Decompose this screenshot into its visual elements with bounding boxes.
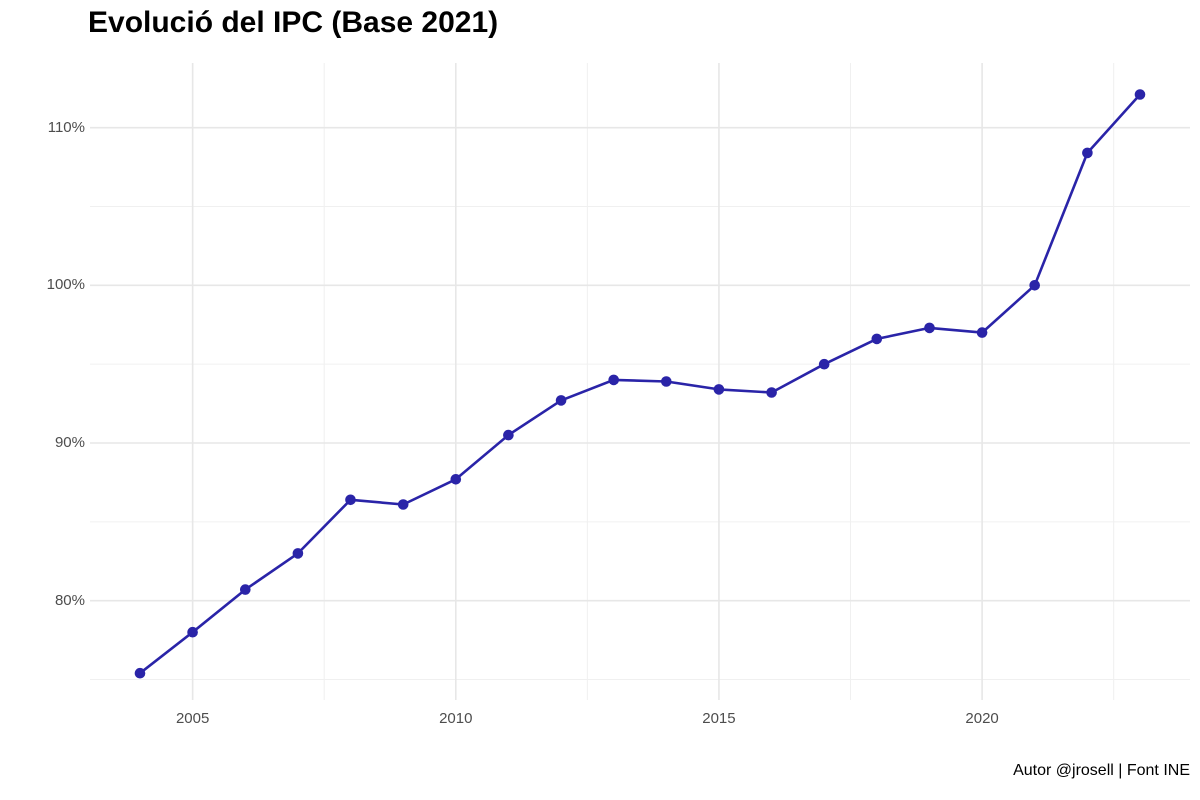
x-tick-label-2020: 2020 bbox=[965, 710, 999, 727]
data-point-2004 bbox=[134, 667, 146, 679]
data-point-2021 bbox=[1029, 280, 1040, 291]
data-point-2015 bbox=[713, 384, 725, 395]
x-tick-label-2015: 2015 bbox=[702, 710, 736, 727]
chart-caption: Autor @jrosell | Font INE bbox=[1013, 762, 1190, 779]
y-tick-label-90: 90% bbox=[54, 433, 85, 451]
data-point-2014 bbox=[661, 376, 672, 387]
data-point-2007 bbox=[292, 548, 304, 559]
data-point-2022 bbox=[1082, 147, 1093, 159]
data-point-2023 bbox=[1134, 89, 1146, 100]
y-tick-label-100: 100% bbox=[46, 276, 85, 294]
y-tick-label-110: 110% bbox=[47, 118, 85, 136]
data-point-2019 bbox=[924, 322, 935, 334]
x-tick-label-2005: 2005 bbox=[175, 710, 210, 727]
y-tick-label-80: 80% bbox=[54, 591, 85, 609]
data-point-2008 bbox=[345, 494, 356, 506]
data-point-2017 bbox=[818, 358, 830, 370]
data-point-2013 bbox=[608, 374, 619, 386]
data-point-2009 bbox=[397, 499, 409, 510]
data-point-2020 bbox=[976, 327, 988, 338]
data-point-2006 bbox=[240, 584, 251, 595]
x-tick-label-2010: 2010 bbox=[439, 710, 473, 727]
data-point-2010 bbox=[450, 474, 462, 485]
data-point-2005 bbox=[187, 626, 198, 638]
data-point-2012 bbox=[555, 395, 567, 406]
data-point-2018 bbox=[871, 333, 883, 345]
chart-title: Evolució del IPC (Base 2021) bbox=[88, 6, 499, 39]
data-point-2016 bbox=[766, 387, 777, 398]
data-point-2011 bbox=[503, 429, 514, 441]
ipc-line-series bbox=[139, 93, 1141, 675]
